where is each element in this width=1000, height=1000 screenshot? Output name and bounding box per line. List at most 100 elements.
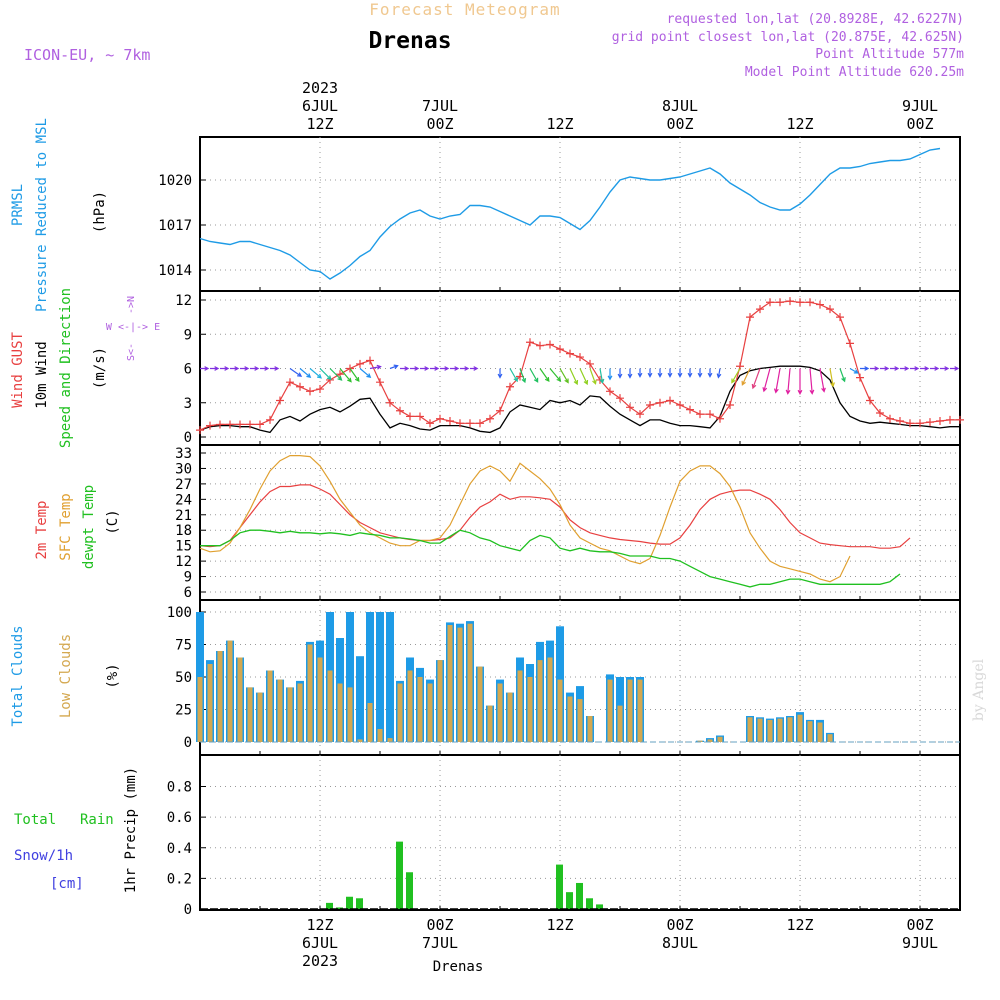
wind-direction-arrow xyxy=(607,368,613,381)
wind-gust-point xyxy=(476,419,484,428)
top-time-label: 9JUL xyxy=(902,97,938,115)
plot-area: 1014101710200369126912151821242730330255… xyxy=(158,79,964,970)
wind-gust-point xyxy=(786,297,794,306)
low-cloud-bar xyxy=(497,683,503,742)
bottom-time-label: 00Z xyxy=(666,916,693,934)
wind-gust-point xyxy=(696,410,704,419)
wind-gust-point xyxy=(286,378,294,387)
low-cloud-bar xyxy=(427,683,433,742)
wind-direction-arrow xyxy=(617,368,623,379)
wind-label-dir: Speed and Direction xyxy=(58,288,74,448)
low-cloud-bar xyxy=(817,722,823,742)
point-altitude: Point Altitude 577m xyxy=(815,47,964,62)
wind-gust-point xyxy=(546,340,554,349)
wind-gust-point xyxy=(916,419,924,428)
pressure-panel: 1014 1017 1020 xyxy=(158,136,961,292)
total-cloud-bar xyxy=(346,612,354,742)
low-cloud-bar xyxy=(447,625,453,742)
rain-bar xyxy=(336,907,343,909)
forecast-title: Forecast Meteogram xyxy=(369,0,560,19)
compass-s: S<- xyxy=(126,343,137,361)
low-cloud-bar xyxy=(307,644,313,742)
low-cloud-bar xyxy=(807,721,813,742)
wind-gust-point xyxy=(746,313,754,322)
wind-label-gust: Wind GUST xyxy=(10,332,26,408)
pressure-frame xyxy=(199,136,961,292)
wind-gust-point xyxy=(196,426,204,435)
low-cloud-bar xyxy=(537,660,543,742)
wind-tick-label: 0 xyxy=(184,430,192,446)
wind-direction-arrow xyxy=(762,368,771,393)
wind-direction-arrow xyxy=(539,368,550,383)
low-cloud-bar xyxy=(567,696,573,742)
wind-gust-point xyxy=(656,398,664,407)
wind-gust-point xyxy=(356,359,364,368)
wind-direction-arrow xyxy=(450,366,460,371)
wind-gust-point xyxy=(936,417,944,426)
low-cloud-bar xyxy=(607,679,613,742)
low-cloud-bar xyxy=(367,703,373,742)
low-cloud-bar xyxy=(467,623,473,742)
precipitation-frame xyxy=(199,754,961,911)
rain-bar xyxy=(586,898,593,909)
temp-label-sfc: SFC Temp xyxy=(58,493,74,560)
rain-bar xyxy=(346,896,353,909)
low-cloud-bar xyxy=(527,677,533,742)
rain-bar xyxy=(596,904,603,909)
wind-direction-arrow xyxy=(460,366,470,371)
wind-direction-arrow xyxy=(289,368,303,377)
bottom-time-label: 12Z xyxy=(306,916,333,934)
clouds-tick-label: 25 xyxy=(175,703,192,719)
wind-gust-point xyxy=(416,412,424,421)
top-time-label: 12Z xyxy=(306,115,333,133)
low-cloud-bar xyxy=(547,657,553,742)
wind-direction-arrow xyxy=(627,368,633,379)
wind-direction-arrow xyxy=(549,368,562,382)
wind-gust-point xyxy=(276,396,284,405)
bottom-time-label: 8JUL xyxy=(662,934,698,952)
temp-dewpoint-line xyxy=(200,529,901,588)
wind-gust-point xyxy=(406,412,414,421)
temperature-tick-label: 33 xyxy=(175,446,192,462)
wind-direction-arrow xyxy=(579,368,589,386)
wind-tick-label: 3 xyxy=(184,396,192,412)
wind-gust-point xyxy=(956,415,964,424)
low-cloud-bar xyxy=(617,705,623,742)
wind-direction-arrow xyxy=(230,366,240,371)
wind-gust-point xyxy=(876,409,884,418)
bottom-time-label: 9JUL xyxy=(902,934,938,952)
wind-direction-arrow xyxy=(716,368,722,379)
wind-direction-arrow xyxy=(920,366,930,371)
total-cloud-bar xyxy=(366,612,374,742)
wind-direction-arrow xyxy=(589,368,597,385)
wind-speed-line xyxy=(199,365,960,434)
wind-direction-arrow xyxy=(309,368,322,379)
low-cloud-bar xyxy=(247,687,253,742)
low-cloud-bar xyxy=(577,699,583,742)
wind-tick-label: 9 xyxy=(184,327,192,343)
temp-label-2m: 2m Temp xyxy=(34,500,50,559)
wind-gust-point xyxy=(566,349,574,358)
low-cloud-bar xyxy=(237,657,243,742)
precipitation-tick-label: 0.4 xyxy=(167,841,192,857)
cloud-label-unit: (%) xyxy=(105,663,121,688)
wind-gust-point xyxy=(386,398,394,407)
bottom-time-label: 12Z xyxy=(546,916,573,934)
top-time-label: 6JUL xyxy=(302,97,338,115)
wind-direction-arrow xyxy=(910,366,920,371)
clouds-tick-label: 0 xyxy=(184,735,192,751)
temp-labels: 2m Temp SFC Temp dewpt Temp (C) xyxy=(34,485,121,569)
bottom-time-label: 2023 xyxy=(302,952,338,970)
wind-direction-arrow xyxy=(773,368,781,394)
precipitation-panel: 0 0.2 0.4 0.6 0.8 xyxy=(167,754,961,918)
low-cloud-bar xyxy=(217,651,223,742)
pressure-labels: PRMSL Pressure Reduced to MSL (hPa) xyxy=(10,118,108,312)
wind-direction-arrow xyxy=(880,366,890,371)
watermark: by Angel xyxy=(971,658,987,721)
temperature-tick-label: 24 xyxy=(175,492,192,508)
wind-direction-arrow xyxy=(210,366,220,371)
wind-direction-arrow xyxy=(930,366,940,371)
low-cloud-bar xyxy=(627,679,633,742)
wind-gust-point xyxy=(776,298,784,307)
wind-gust-point xyxy=(766,298,774,307)
